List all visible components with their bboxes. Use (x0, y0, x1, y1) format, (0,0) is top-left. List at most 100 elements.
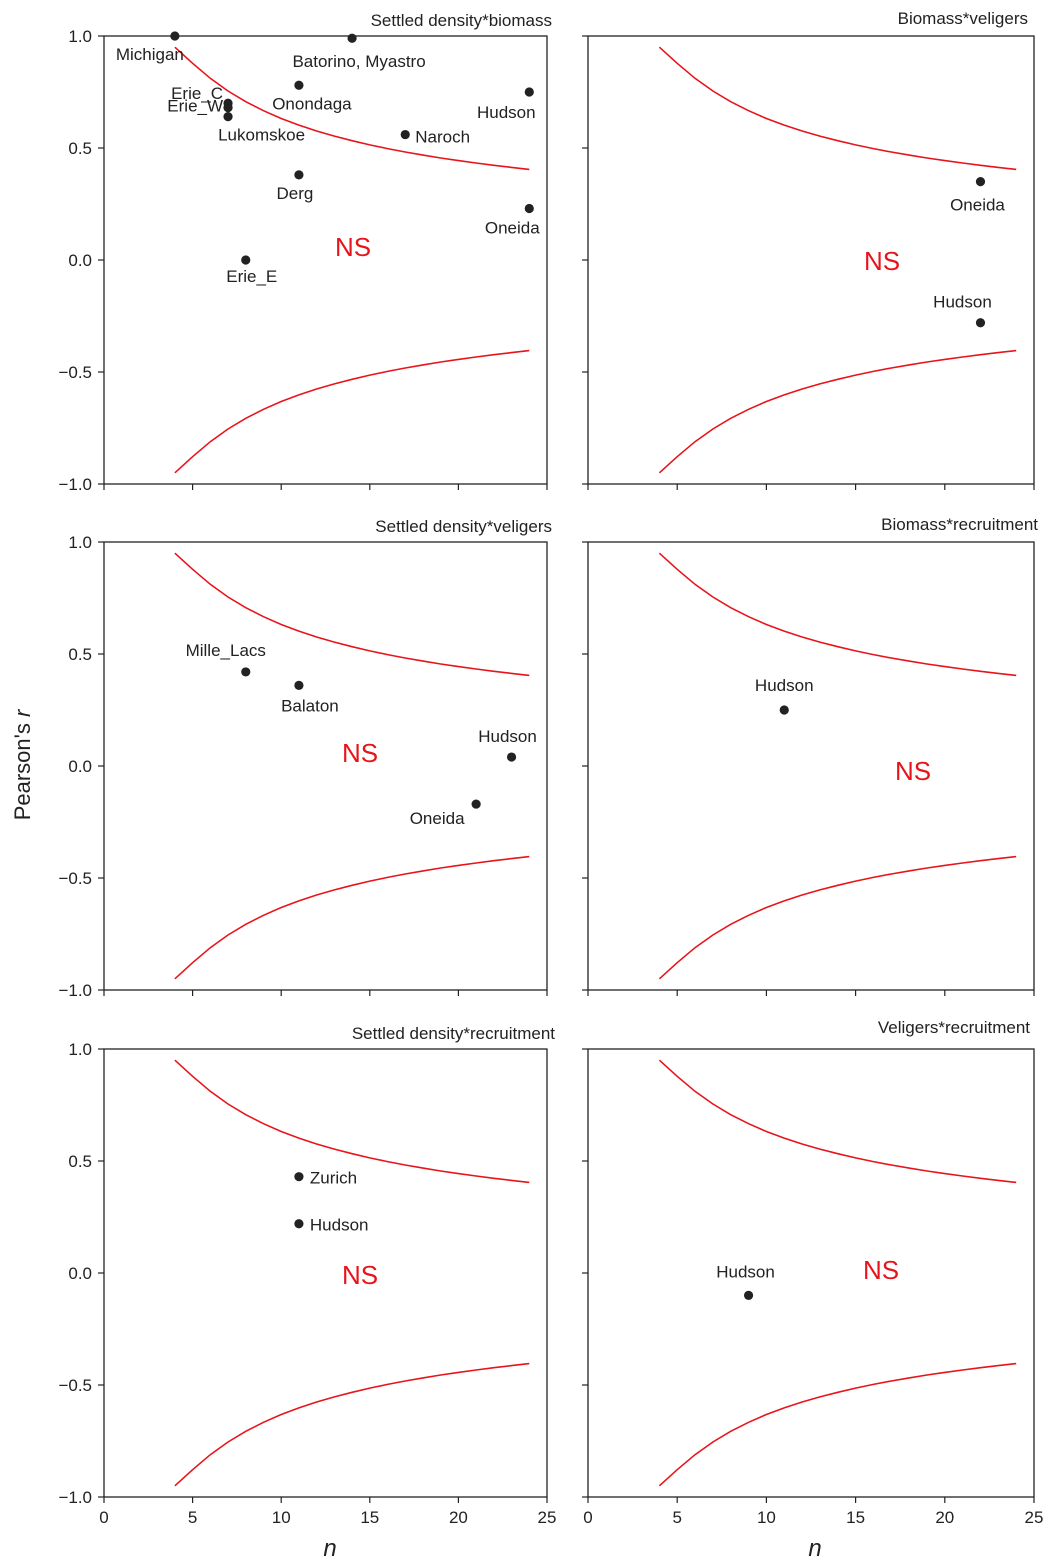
data-point (294, 80, 304, 90)
panel-3: 1.0 0.5 0.0 −0.5 −1.0 Settled density*veliger… (58, 517, 552, 1000)
data-point (223, 103, 233, 113)
ns-region-label: NS (342, 738, 378, 768)
upper-critical-curve (658, 46, 1017, 171)
data-point (524, 87, 534, 97)
y-tick-label: 0.5 (68, 645, 92, 664)
data-point (170, 31, 180, 41)
point-label: Lukomskoe (218, 126, 305, 145)
data-point (975, 318, 986, 328)
ns-region-label: NS (863, 1255, 899, 1285)
upper-critical-curve (658, 552, 1017, 677)
lower-critical-curve (658, 855, 1017, 980)
data-point (241, 667, 251, 677)
point-label: Hudson (478, 727, 537, 746)
data-point (975, 177, 986, 187)
point-label: Onondaga (272, 94, 352, 113)
ns-region-label: NS (335, 232, 371, 262)
y-tick-label: −0.5 (58, 363, 92, 382)
data-point (400, 129, 410, 140)
point-label: Oneida (950, 196, 1005, 215)
y-tick-label: 0.0 (68, 1264, 92, 1283)
x-tick-label: 5 (188, 1508, 197, 1527)
lower-critical-curve (174, 349, 530, 474)
data-point (347, 33, 357, 43)
x-tick-label: 25 (1025, 1508, 1044, 1527)
data-point (241, 255, 251, 265)
panel-title: Veligers*recruitment (878, 1018, 1030, 1037)
panel-6: 0 5 10 15 20 25 Veligers*recruitment NS Hudson (582, 1018, 1043, 1527)
panel-title: Settled density*biomass (371, 11, 552, 30)
point-label: Balaton (281, 696, 339, 715)
y-axis-label-text: Pearson's (10, 723, 35, 820)
x-tick-label: 10 (272, 1508, 291, 1527)
point-label: Erie_E (226, 267, 277, 286)
x-axis-label-right: n (808, 1535, 821, 1562)
lower-critical-curve (174, 855, 530, 980)
point-label: Naroch (415, 128, 470, 147)
point-label: Hudson (933, 293, 992, 312)
panel-5: 0 5 10 15 20 25 1.0 0.5 0.0 −0.5 −1.0 Settled densi… (58, 1024, 556, 1527)
y-axis-label: Pearson's r (10, 708, 35, 820)
panel-title: Settled density*veligers (375, 517, 552, 536)
data-point (223, 112, 233, 122)
point-label: Hudson (755, 676, 814, 695)
point-label: Zurich (310, 1169, 357, 1188)
panel-4: Biomass*recruitment NS Hudson (582, 515, 1038, 996)
data-point (294, 1172, 304, 1182)
y-tick-label: −1.0 (58, 981, 92, 1000)
data-point (524, 203, 534, 214)
x-axis-label-left: n (323, 1535, 336, 1562)
data-point (471, 799, 481, 809)
x-tick-label: 5 (672, 1508, 681, 1527)
panel-1: 1.0 0.5 0.0 −0.5 −1.0 Settled density*biomass… (58, 11, 552, 494)
x-tick-label: 0 (99, 1508, 108, 1527)
y-axis-label-italic: r (10, 708, 35, 717)
y-tick-label: 1.0 (68, 27, 92, 46)
x-tick-label: 15 (360, 1508, 379, 1527)
point-label: Hudson (477, 103, 536, 122)
y-tick-label: 1.0 (68, 1040, 92, 1059)
ns-region-label: NS (342, 1260, 378, 1290)
data-point (294, 170, 304, 180)
plot-frame (103, 1048, 548, 1498)
lower-critical-curve (658, 349, 1017, 474)
data-point (506, 752, 517, 762)
plot-frame (587, 35, 1035, 485)
y-tick-label: 0.5 (68, 139, 92, 158)
ns-region-label: NS (864, 246, 900, 276)
panel-title: Biomass*recruitment (881, 515, 1038, 534)
plot-frame (103, 541, 548, 991)
point-label: Erie_C (171, 84, 223, 103)
panel-title: Biomass*veligers (898, 9, 1028, 28)
lower-critical-curve (658, 1362, 1017, 1487)
point-label: Hudson (716, 1262, 775, 1281)
upper-critical-curve (658, 1059, 1017, 1184)
y-tick-label: −0.5 (58, 869, 92, 888)
x-tick-label: 25 (538, 1508, 557, 1527)
x-tick-label: 0 (583, 1508, 592, 1527)
data-point (743, 1290, 754, 1300)
y-tick-label: −1.0 (58, 1488, 92, 1507)
point-label: Mille_Lacs (186, 641, 266, 660)
point-label: Oneida (485, 218, 540, 237)
lower-critical-curve (174, 1362, 530, 1487)
x-tick-label: 20 (449, 1508, 468, 1527)
upper-critical-curve (174, 46, 530, 171)
y-tick-label: 1.0 (68, 533, 92, 552)
point-label: Michigan (116, 45, 184, 64)
y-tick-label: 0.0 (68, 757, 92, 776)
point-label: Erie_W (167, 97, 223, 116)
data-point (294, 1219, 304, 1229)
point-label: Oneida (410, 809, 465, 828)
point-label: Batorino, Myastro (292, 52, 425, 71)
y-tick-label: −0.5 (58, 1376, 92, 1395)
ns-region-label: NS (895, 756, 931, 786)
panel-title: Settled density*recruitment (352, 1024, 555, 1043)
data-point (294, 680, 304, 690)
y-tick-label: −1.0 (58, 475, 92, 494)
upper-critical-curve (174, 552, 530, 677)
plot-frame (587, 1048, 1035, 1498)
plot-frame (587, 541, 1035, 991)
point-label: Derg (276, 184, 313, 203)
